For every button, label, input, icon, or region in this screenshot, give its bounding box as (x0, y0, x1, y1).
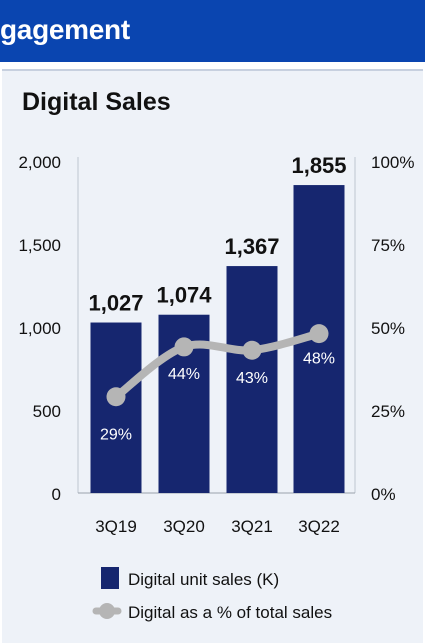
category-label: 3Q20 (163, 517, 205, 536)
right-axis-tick-label: 25% (371, 402, 405, 421)
legend-line-marker (99, 603, 115, 619)
legend-line-label: Digital as a % of total sales (128, 603, 332, 622)
category-label: 3Q21 (231, 517, 273, 536)
chart-title: Digital Sales (22, 88, 171, 116)
right-axis-tick-label: 50% (371, 319, 405, 338)
bar (90, 322, 142, 493)
section-banner: gagement (0, 0, 425, 62)
bar-value-label: 1,074 (156, 283, 212, 308)
left-axis-tick-label: 1,000 (18, 319, 61, 338)
percent-point (106, 387, 126, 407)
percent-point (242, 340, 262, 360)
legend-bar-label: Digital unit sales (K) (128, 570, 279, 589)
left-axis-tick-label: 500 (33, 402, 61, 421)
left-axis-tick-label: 1,500 (18, 236, 61, 255)
percent-point (309, 324, 329, 344)
bar-value-label: 1,027 (88, 291, 143, 316)
bar-value-label: 1,855 (291, 153, 346, 178)
percent-value-label: 43% (236, 370, 268, 387)
percent-value-label: 29% (100, 427, 132, 444)
banner-title: gagement (0, 14, 130, 45)
percent-value-label: 44% (168, 366, 200, 383)
percent-point (174, 337, 194, 357)
right-axis-tick-label: 0% (371, 485, 396, 504)
category-label: 3Q22 (298, 517, 340, 536)
right-axis-tick-label: 75% (371, 236, 405, 255)
bar (226, 266, 278, 493)
left-axis-tick-label: 2,000 (18, 153, 61, 172)
right-axis-tick-label: 100% (371, 153, 414, 172)
bar-value-label: 1,367 (224, 234, 279, 259)
chart-panel (2, 69, 423, 643)
legend-bar-swatch (101, 567, 119, 589)
percent-line (112, 329, 323, 401)
category-label: 3Q19 (95, 517, 137, 536)
left-axis-tick-label: 0 (52, 485, 61, 504)
percent-value-label: 48% (303, 351, 335, 368)
